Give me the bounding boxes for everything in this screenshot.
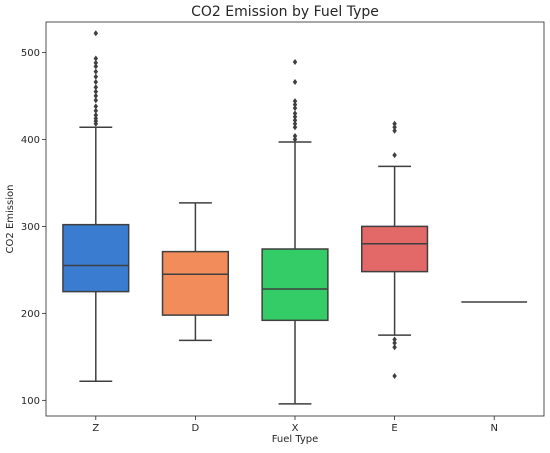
outlier-Z-12 bbox=[93, 68, 99, 75]
outlier-E-7 bbox=[392, 120, 397, 127]
box-X bbox=[261, 59, 329, 405]
box-D bbox=[161, 202, 230, 342]
outlier-Z-3 bbox=[93, 112, 99, 119]
outlier-E-5 bbox=[392, 127, 397, 134]
outlier-Z-6 bbox=[93, 97, 99, 104]
y-axis-label: CO2 Emission bbox=[5, 185, 16, 254]
outlier-X-6 bbox=[292, 110, 298, 117]
outlier-E-6 bbox=[392, 124, 397, 131]
outlier-Z-9 bbox=[93, 84, 99, 91]
outlier-Z-11 bbox=[93, 73, 99, 80]
outlier-Z-16 bbox=[93, 30, 99, 37]
outlier-Z-4 bbox=[93, 107, 99, 114]
y-axis: 100 200 300 400 500 bbox=[21, 48, 46, 407]
outlier-X-11 bbox=[292, 59, 298, 66]
x-tick-label-D: D bbox=[192, 423, 200, 434]
outlier-X-3 bbox=[292, 120, 298, 127]
outlier-X-2 bbox=[292, 124, 298, 131]
box-body-E bbox=[360, 225, 429, 273]
outlier-X-10 bbox=[292, 79, 298, 86]
x-tick-label-E: E bbox=[391, 423, 397, 434]
x-tick-label-N: N bbox=[490, 423, 497, 434]
x-axis-label: Fuel Type bbox=[272, 434, 319, 445]
box-body-Z bbox=[62, 223, 130, 293]
outlier-E-3 bbox=[392, 336, 397, 343]
outlier-Z-15 bbox=[93, 55, 99, 62]
outlier-Z-13 bbox=[93, 63, 99, 70]
outlier-E-4 bbox=[392, 152, 397, 159]
box-body-D bbox=[161, 250, 230, 316]
boxes bbox=[62, 30, 528, 405]
outlier-Z-7 bbox=[93, 92, 99, 99]
box-body-X bbox=[261, 248, 329, 322]
outlier-E-1 bbox=[392, 344, 397, 351]
box-Z bbox=[62, 30, 130, 382]
outlier-Z-14 bbox=[93, 59, 99, 66]
outlier-Z-5 bbox=[93, 103, 99, 110]
box-E bbox=[360, 120, 429, 379]
outlier-Z-2 bbox=[93, 115, 99, 122]
outlier-Z-8 bbox=[93, 88, 99, 95]
outlier-X-5 bbox=[292, 113, 298, 120]
outlier-E-0 bbox=[392, 372, 397, 379]
outlier-X-0 bbox=[292, 136, 298, 143]
y-tick-label-200: 200 bbox=[21, 309, 40, 320]
x-tick-label-Z: Z bbox=[92, 423, 99, 434]
y-tick-label-300: 300 bbox=[21, 222, 40, 233]
outlier-X-7 bbox=[292, 105, 298, 112]
outlier-X-9 bbox=[292, 98, 298, 105]
outlier-X-8 bbox=[292, 101, 298, 108]
outlier-X-4 bbox=[292, 117, 298, 124]
outlier-X-1 bbox=[292, 132, 298, 139]
chart-title: CO2 Emission by Fuel Type bbox=[191, 4, 379, 20]
outlier-E-2 bbox=[392, 339, 397, 346]
y-tick-label-400: 400 bbox=[21, 135, 40, 146]
y-tick-label-100: 100 bbox=[21, 396, 40, 407]
outlier-Z-10 bbox=[93, 79, 99, 86]
y-tick-label-500: 500 bbox=[21, 48, 40, 59]
x-tick-label-X: X bbox=[292, 423, 299, 434]
